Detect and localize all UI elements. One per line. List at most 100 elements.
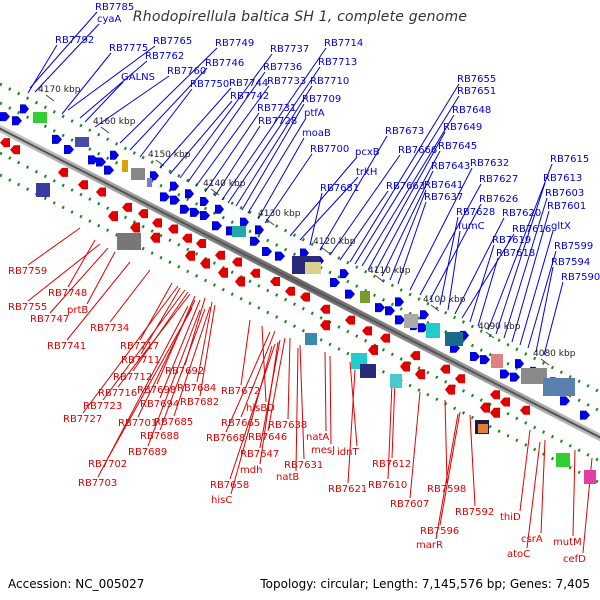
reverse-leader-line xyxy=(66,261,131,341)
reverse-gene-label: hisC xyxy=(211,495,232,506)
forward-gene-label: RB7714 xyxy=(324,38,363,49)
reverse-leader-line xyxy=(439,411,461,526)
reverse-leader-line xyxy=(27,227,81,266)
reverse-gene-label: hisBD xyxy=(246,403,275,414)
reverse-leader-line xyxy=(27,243,101,302)
kbp-tick-label: 4140 kbp xyxy=(203,179,246,189)
forward-gene-label: RB7663 xyxy=(386,181,425,192)
reverse-gene-arrow xyxy=(490,407,500,418)
kbp-tick-label: 4090 kbp xyxy=(478,322,521,332)
forward-leader-line xyxy=(503,197,548,339)
reverse-gene-label: RB7607 xyxy=(390,499,429,510)
forward-gene-label: RB7645 xyxy=(438,141,477,152)
forward-leader-line xyxy=(397,201,427,285)
reverse-gene-arrow xyxy=(138,209,148,219)
reverse-gene-label: RB7592 xyxy=(455,507,494,518)
reverse-leader-line xyxy=(387,382,393,480)
forward-leader-line xyxy=(439,216,459,306)
forward-gene-arrow xyxy=(262,246,272,256)
forward-gene-label: RB7736 xyxy=(263,62,302,73)
forward-gene-arrow xyxy=(240,217,249,227)
forward-gene-arrow xyxy=(510,372,520,382)
reverse-gene-label: cefD xyxy=(563,554,586,565)
reverse-leader-line xyxy=(199,304,216,397)
reverse-gene-arrow xyxy=(58,167,68,177)
forward-gene-label: RB7632 xyxy=(470,158,509,169)
reverse-leader-line xyxy=(391,379,396,459)
forward-leader-line xyxy=(527,250,557,349)
reverse-leader-line xyxy=(349,361,358,447)
forward-leader-line xyxy=(469,244,495,323)
forward-gene-label: fumC xyxy=(458,221,485,232)
reverse-gene-label: RB7755 xyxy=(8,302,47,313)
forward-gene-label: cyaA xyxy=(97,14,122,25)
forward-gene-label: RB7760 xyxy=(167,66,206,77)
reverse-gene-label: natB xyxy=(276,472,299,483)
forward-gene-label: RB7744 xyxy=(229,78,268,89)
forward-leader-line xyxy=(374,150,441,273)
reverse-leader-line xyxy=(287,337,291,420)
reverse-leader-line xyxy=(140,287,181,355)
forward-gene-arrow xyxy=(185,189,194,199)
kbp-tick-label: 4170 kbp xyxy=(38,85,81,95)
kbp-tick-mark xyxy=(430,304,440,312)
reverse-leader-line xyxy=(329,355,332,445)
forward-gene-label: ptfA xyxy=(304,108,325,119)
reverse-gene-arrow xyxy=(415,369,425,380)
forward-gene-arrow xyxy=(212,221,222,231)
reverse-leader-line xyxy=(347,369,356,484)
forward-leader-line xyxy=(289,156,358,237)
forward-gene-label: RB7618 xyxy=(496,248,535,259)
reverse-gene-arrow xyxy=(285,286,295,296)
forward-gene-arrow xyxy=(88,155,98,165)
forward-leader-line xyxy=(221,47,327,201)
reverse-gene-label: RB7692 xyxy=(165,366,204,377)
reverse-gene-label: RB7668 xyxy=(206,433,245,444)
forward-gene-label: RB7655 xyxy=(457,74,496,85)
forward-gene-label: RB7637 xyxy=(424,192,463,203)
forward-gene-label: RB7613 xyxy=(543,173,582,184)
reverse-leader-line xyxy=(49,247,109,314)
forward-gene-arrow xyxy=(255,225,264,235)
forward-gene-label: RB7749 xyxy=(215,38,254,49)
reverse-gene-arrow xyxy=(96,187,106,197)
forward-gene-label: pcxB xyxy=(355,147,380,158)
forward-leader-line xyxy=(339,190,389,261)
kbp-tick-label: 4160 kbp xyxy=(93,117,136,127)
forward-gene-arrow xyxy=(275,251,285,261)
forward-leader-line xyxy=(329,154,401,256)
reverse-gene-label: RB7717 xyxy=(120,341,159,352)
forward-gene-arrow xyxy=(395,315,405,325)
reverse-leader-line xyxy=(469,414,476,507)
forward-leader-line xyxy=(204,112,260,193)
forward-gene-arrow xyxy=(395,297,404,307)
reverse-leader-line xyxy=(117,293,191,388)
reverse-gene-arrow xyxy=(196,238,206,248)
reverse-gene-label: mdh xyxy=(240,465,262,476)
reverse-gene-arrow xyxy=(235,276,245,287)
forward-gene-label: RB7737 xyxy=(270,44,309,55)
reverse-leader-lines xyxy=(27,227,593,554)
reverse-gene-label: RB7631 xyxy=(284,460,323,471)
reverse-leader-line xyxy=(259,341,279,465)
forward-gene-label: RB7709 xyxy=(302,94,341,105)
forward-gene-arrow xyxy=(330,277,340,287)
reverse-leader-line xyxy=(97,305,189,478)
forward-leader-line xyxy=(419,183,482,296)
forward-leader-line xyxy=(299,176,359,241)
forward-leader-line xyxy=(187,71,266,183)
forward-gene-arrow xyxy=(345,289,355,299)
reverse-gene-arrow xyxy=(232,257,242,267)
reverse-gene-arrow xyxy=(0,138,10,148)
reverse-gene-label: idnT xyxy=(337,447,359,458)
reverse-gene-arrow xyxy=(410,351,420,361)
reverse-gene-arrow xyxy=(440,364,450,374)
forward-gene-label: RB7616 xyxy=(512,224,551,235)
forward-gene-arrow xyxy=(200,197,209,207)
forward-gene-label: RB7750 xyxy=(190,79,229,90)
reverse-leader-line xyxy=(82,285,179,414)
forward-gene-label: RB7710 xyxy=(310,76,349,87)
forward-leader-line xyxy=(94,75,170,128)
forward-gene-label: RB7765 xyxy=(153,36,192,47)
